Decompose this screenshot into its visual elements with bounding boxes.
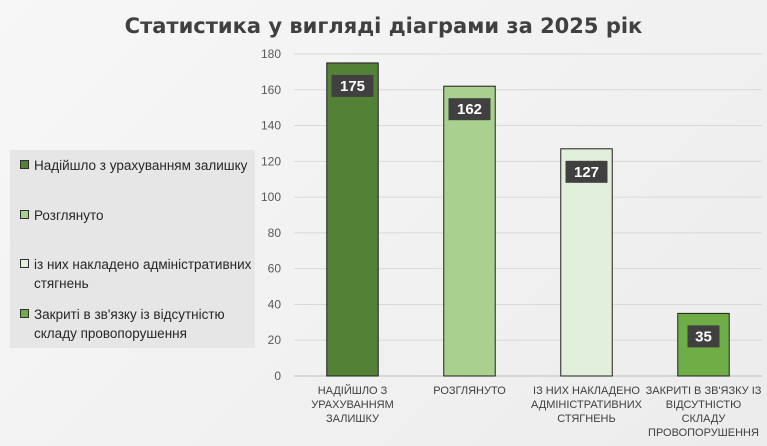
legend-swatch — [20, 160, 29, 169]
data-label-box — [448, 98, 491, 121]
data-label-box — [565, 160, 608, 183]
bar — [443, 85, 496, 377]
x-tick-label: СКЛАДУ — [682, 413, 727, 425]
legend-item-penalties: із них накладено адміністративних стягне… — [20, 255, 255, 293]
y-tick-label: 60 — [268, 262, 282, 276]
y-tick-label: 100 — [261, 190, 281, 204]
legend-swatch — [20, 259, 29, 268]
data-label: 127 — [574, 164, 599, 181]
y-tick-label: 40 — [268, 297, 282, 311]
legend-label: Закриті в зв'язку із відсутністю складу … — [34, 307, 225, 341]
x-tick-label: ІЗ НИХ НАКЛАДЕНО — [533, 385, 640, 397]
x-tick-label: ВІДСУТНІСТЮ — [666, 399, 742, 411]
x-tick-label: ПРОВОПОРУШЕННЯ — [648, 427, 759, 439]
legend-label: із них накладено адміністративних стягне… — [34, 257, 252, 291]
legend-item-reviewed: Розглянуто — [20, 206, 255, 225]
legend-swatch — [20, 210, 29, 219]
legend-label: Розглянуто — [34, 208, 104, 223]
x-tick-label: СТЯГНЕНЬ — [557, 413, 615, 425]
y-tick-label: 140 — [261, 119, 281, 133]
y-tick-label: 160 — [261, 83, 281, 97]
x-tick-label: АДМІНІСТРАТИВНИХ — [531, 399, 643, 411]
bar — [560, 148, 613, 377]
legend-item-received: Надійшло з урахуванням залишку — [20, 156, 255, 175]
data-label: 175 — [340, 78, 365, 95]
y-tick-label: 180 — [261, 47, 281, 61]
y-tick-label: 120 — [261, 154, 281, 168]
bar — [326, 62, 379, 377]
data-label: 35 — [695, 328, 712, 345]
legend-swatch — [20, 309, 29, 318]
data-label: 162 — [457, 101, 482, 118]
legend-item-closed: Закриті в зв'язку із відсутністю складу … — [20, 305, 255, 343]
x-tick-label: ЗАЛИШКУ — [326, 413, 380, 425]
data-label-box — [687, 325, 720, 348]
x-tick-label: ЗАКРИТІ В ЗВ'ЯЗКУ ІЗ — [646, 385, 762, 397]
data-label-box — [331, 74, 374, 97]
y-tick-label: 20 — [268, 333, 282, 347]
legend: Надійшло з урахуванням залишку Розглянут… — [10, 150, 255, 348]
x-tick-label: НАДІЙШЛО З — [318, 384, 388, 397]
y-tick-label: 80 — [268, 226, 282, 240]
chart-title: Статистика у вигляді діаграми за 2025 рі… — [124, 14, 643, 38]
x-tick-label: РОЗГЛЯНУТО — [433, 385, 506, 397]
legend-label: Надійшло з урахуванням залишку — [34, 158, 248, 173]
y-tick-label: 0 — [274, 369, 281, 383]
x-tick-label: УРАХУВАННЯМ — [311, 399, 394, 411]
